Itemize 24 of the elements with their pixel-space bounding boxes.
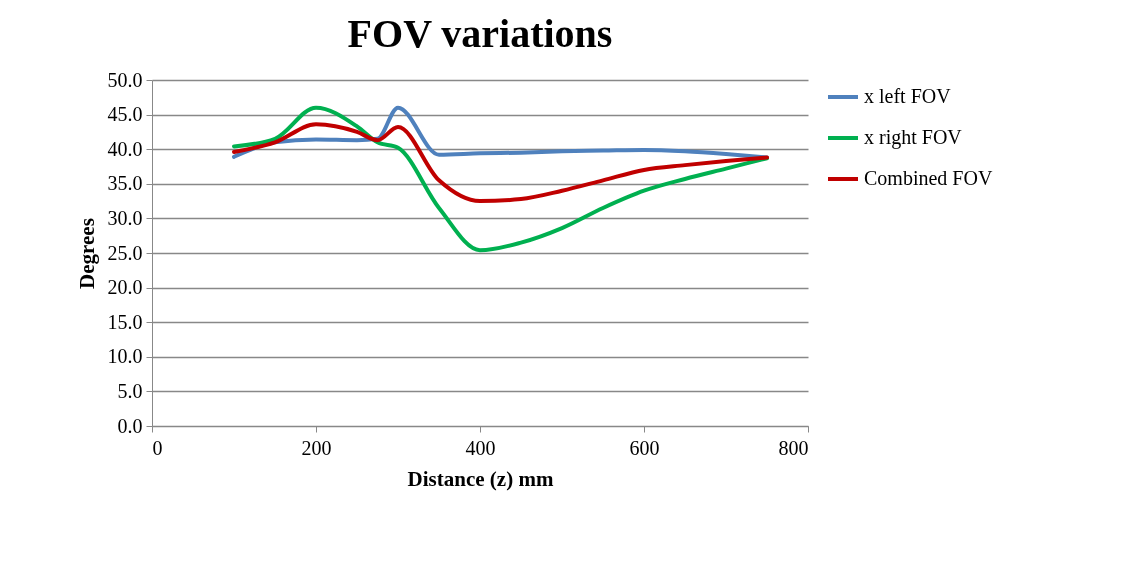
- legend-label: x left FOV: [864, 85, 952, 107]
- y-tick-label: 45.0: [107, 103, 143, 126]
- x-tick-label: 200: [301, 436, 332, 459]
- line-series: [232, 122, 769, 204]
- y-tick-label: 20.0: [107, 276, 143, 299]
- x-axis-title: Distance (z) mm: [407, 466, 554, 491]
- legend-label: x right FOV: [864, 126, 963, 149]
- y-tick-label: 30.0: [107, 206, 143, 229]
- x-tick-label: 0: [152, 436, 163, 459]
- y-tick-label: 40.0: [107, 137, 143, 160]
- legend-label: Combined FOV: [864, 167, 993, 189]
- y-axis-title: Degrees: [74, 218, 99, 289]
- x-tick-label: 800: [778, 436, 809, 459]
- y-tick-label: 15.0: [107, 310, 143, 333]
- x-tick-label: 600: [629, 436, 660, 459]
- y-tick-label: 35.0: [107, 172, 143, 195]
- y-tick-label: 25.0: [107, 241, 143, 264]
- line-series: [232, 105, 769, 253]
- y-tick-label: 50.0: [107, 68, 143, 91]
- y-tick-label: 5.0: [117, 379, 143, 402]
- y-tick-label: 0.0: [117, 414, 143, 437]
- y-tick-label: 10.0: [107, 345, 143, 368]
- x-tick-label: 400: [465, 436, 496, 459]
- chart-title: FOV variations: [347, 11, 613, 56]
